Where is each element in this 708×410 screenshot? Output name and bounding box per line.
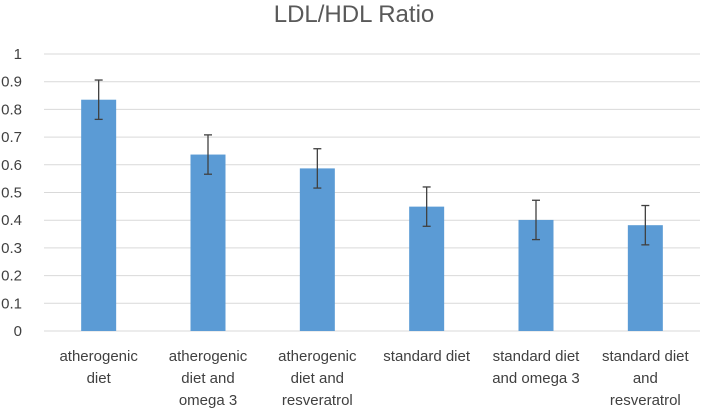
error-bar — [204, 134, 212, 175]
error-bars — [94, 79, 650, 246]
category-label-line: diet — [87, 370, 112, 387]
category-label-line: and omega 3 — [492, 370, 580, 387]
y-tick-label: 0.4 — [1, 212, 22, 229]
category-label-line: omega 3 — [179, 392, 237, 409]
y-tick-label: 1 — [14, 46, 22, 63]
bar — [81, 99, 117, 331]
gridlines — [44, 53, 700, 332]
error-bar — [641, 204, 650, 246]
category-label: standard diet — [383, 348, 471, 365]
category-label: atherogenic diet — [59, 348, 138, 387]
category-label-line: standard diet — [493, 348, 581, 365]
category-label-line: and — [633, 370, 658, 387]
error-bar — [313, 148, 322, 189]
bar — [190, 154, 226, 331]
y-tick-label: 0.6 — [1, 157, 22, 174]
category-label-line: diet and — [181, 370, 234, 387]
y-tick-label: 0.1 — [1, 295, 22, 312]
error-bar — [532, 199, 540, 241]
x-axis-categories: atherogenic diet atherogenic diet and omega … — [59, 348, 689, 409]
category-label-line: standard diet — [383, 348, 471, 365]
bar — [409, 206, 445, 331]
bar — [299, 168, 335, 331]
category-label: standard diet and omega 3 — [492, 348, 580, 387]
category-label: atherogenic diet and resveratrol — [278, 348, 357, 409]
y-tick-label: 0.5 — [1, 185, 22, 202]
chart-title: LDL/HDL Ratio — [274, 1, 435, 28]
y-tick-label: 0.9 — [1, 74, 22, 91]
category-label: atherogenic diet and omega 3 — [169, 348, 248, 409]
error-bar — [94, 79, 103, 121]
error-bar — [422, 186, 431, 227]
y-tick-label: 0.8 — [1, 101, 22, 118]
category-label-line: standard diet — [602, 348, 690, 365]
y-axis-ticks: 0 0.1 0.2 0.3 0.4 0.5 0.6 0.7 0.8 0.9 1 — [1, 46, 22, 340]
y-tick-label: 0 — [14, 323, 22, 340]
category-label: standard diet and resveratrol — [602, 348, 690, 409]
category-label-line: resveratrol — [610, 392, 681, 409]
category-label-line: atherogenic — [59, 348, 138, 365]
y-tick-label: 0.3 — [1, 240, 22, 257]
bars — [81, 99, 663, 331]
category-label-line: diet and — [291, 370, 344, 387]
y-tick-label: 0.7 — [1, 129, 22, 146]
category-label-line: atherogenic — [169, 348, 248, 365]
y-tick-label: 0.2 — [1, 268, 22, 285]
category-label-line: resveratrol — [282, 392, 353, 409]
category-label-line: atherogenic — [278, 348, 357, 365]
